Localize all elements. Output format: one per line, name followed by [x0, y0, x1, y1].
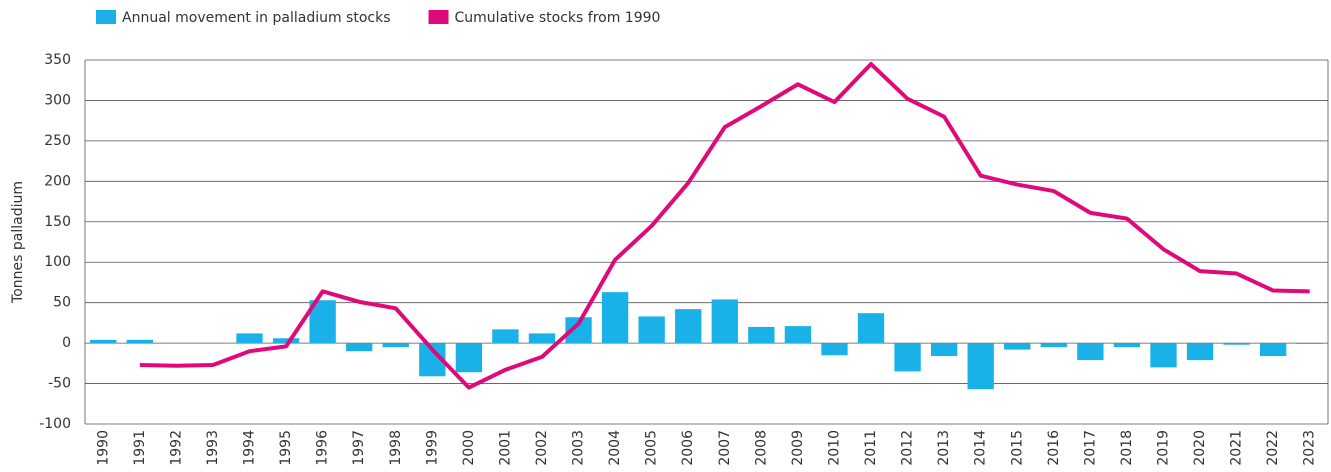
- y-tick-label: 300: [44, 92, 71, 108]
- bar: [528, 333, 556, 344]
- x-tick-label: 2003: [571, 430, 587, 466]
- x-tick-label: 1994: [242, 430, 258, 466]
- bar: [1040, 343, 1067, 348]
- bar: [382, 343, 409, 348]
- y-tick-label: -100: [39, 416, 71, 432]
- x-tick-label: 2001: [497, 430, 513, 466]
- bar: [857, 313, 885, 344]
- y-tick-label: 100: [44, 254, 71, 270]
- bar: [675, 309, 702, 344]
- bar: [1077, 343, 1104, 361]
- y-tick-label: 250: [44, 133, 71, 149]
- x-tick-label: 2000: [461, 430, 477, 466]
- y-tick-label: 150: [44, 214, 71, 230]
- x-tick-label: 2018: [1119, 430, 1135, 466]
- y-axis-label: Tonnes palladium: [10, 181, 26, 304]
- bar: [967, 343, 994, 390]
- x-tick-label: 2022: [1265, 430, 1281, 466]
- bar: [930, 343, 958, 357]
- x-tick-label: 2015: [1009, 430, 1025, 466]
- x-tick-label: 1996: [315, 430, 331, 466]
- x-tick-label: 2010: [826, 430, 842, 466]
- x-tick-label: 2009: [790, 430, 806, 466]
- x-tick-label: 1998: [388, 430, 404, 466]
- line: [139, 62, 1310, 390]
- x-tick-label: 2012: [900, 430, 916, 466]
- bar: [1296, 343, 1323, 344]
- y-tick-label: 0: [62, 335, 71, 351]
- x-tick-label: 1997: [351, 430, 367, 466]
- x-tick-label: 2019: [1155, 430, 1171, 466]
- x-tick-label: 2004: [607, 430, 623, 466]
- bar: [638, 316, 665, 344]
- x-tick-label: 2002: [534, 430, 550, 466]
- x-tick-label: 1991: [132, 430, 148, 466]
- x-tick-label: 2023: [1302, 430, 1318, 466]
- x-tick-label: 1993: [205, 430, 221, 466]
- x-tick-label: 2011: [863, 430, 879, 466]
- legend-swatch: [96, 10, 116, 24]
- bar: [894, 343, 921, 372]
- x-tick-label: 2016: [1046, 430, 1062, 466]
- y-tick-label: 50: [53, 295, 71, 311]
- bar: [126, 339, 153, 344]
- bar: [492, 329, 519, 344]
- bar: [1004, 343, 1031, 350]
- x-tick-label: 2014: [973, 430, 989, 466]
- legend-label: Cumulative stocks from 1990: [455, 10, 661, 26]
- bar: [711, 299, 738, 344]
- bar: [1150, 343, 1177, 368]
- x-tick-label: 1992: [168, 430, 184, 466]
- bar: [821, 343, 848, 356]
- bar: [1113, 343, 1141, 348]
- x-tick-label: 2017: [1082, 430, 1098, 466]
- x-tick-label: 2020: [1192, 430, 1208, 466]
- legend-swatch: [428, 10, 449, 24]
- bar: [346, 343, 373, 352]
- bar: [1223, 343, 1250, 345]
- bar: [455, 343, 483, 373]
- bar: [748, 326, 775, 344]
- x-tick-label: 2013: [936, 430, 952, 466]
- bar: [784, 326, 812, 344]
- x-tick-label: 2008: [753, 430, 769, 466]
- x-tick-label: 2006: [680, 430, 696, 466]
- x-tick-label: 1995: [278, 430, 294, 466]
- legend-label: Annual movement in palladium stocks: [122, 10, 391, 26]
- bar: [236, 333, 263, 344]
- bar: [1186, 343, 1214, 361]
- x-tick-label: 1999: [424, 430, 440, 466]
- bar: [272, 338, 300, 344]
- y-tick-label: 350: [44, 52, 71, 68]
- x-tick-label: 2005: [644, 430, 660, 466]
- bar: [90, 339, 117, 344]
- x-tick-label: 1990: [95, 430, 111, 466]
- y-tick-label: -50: [48, 376, 71, 392]
- y-tick-label: 200: [44, 173, 71, 189]
- bar: [1260, 343, 1287, 357]
- x-tick-label: 2007: [717, 430, 733, 466]
- bar: [601, 292, 629, 344]
- x-tick-label: 2021: [1229, 430, 1245, 466]
